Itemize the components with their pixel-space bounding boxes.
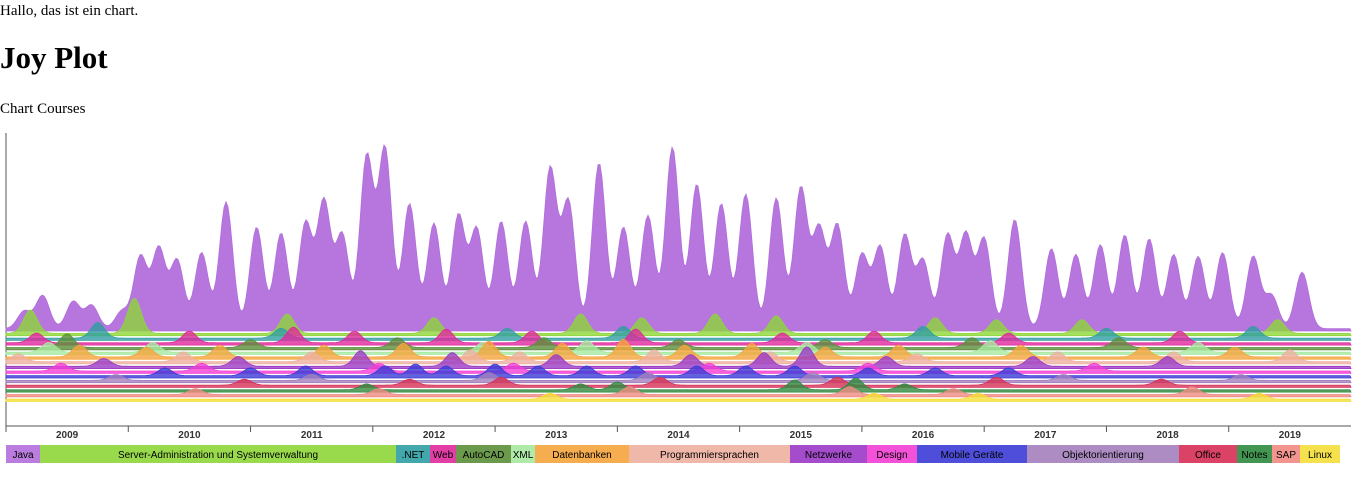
ridge-mobile-ger-te (5, 363, 1352, 379)
ridge-programmiersprachen (5, 349, 1352, 365)
legend-swatch (40, 445, 396, 463)
x-tick-label: 2019 (1279, 430, 1302, 441)
legend-label: Design (876, 450, 907, 461)
legend-label: Objektorientierung (1062, 450, 1144, 461)
legend-swatch (1237, 445, 1272, 463)
legend-item-mobile-ger-te[interactable]: Mobile Geräte (917, 445, 1027, 463)
legend-label: AutoCAD (463, 450, 505, 461)
ridge-datenbanken (5, 338, 1352, 360)
page-title: Joy Plot (0, 40, 108, 75)
legend-item-design[interactable]: Design (867, 445, 917, 463)
legend-swatch (790, 445, 867, 463)
legend-item-net[interactable]: .NET (396, 445, 430, 463)
legend-swatch (917, 445, 1027, 463)
legend-item-notes[interactable]: Notes (1237, 445, 1272, 463)
legend-item-xml[interactable]: XML (511, 445, 535, 463)
x-tick-label: 2010 (178, 430, 201, 441)
ridge-objektorientierung (5, 372, 1352, 384)
legend-swatch (1272, 445, 1300, 463)
ridge-netzwerke (5, 346, 1352, 369)
x-tick-label: 2017 (1034, 430, 1057, 441)
legend-label: Web (433, 450, 454, 461)
legend-swatch (6, 445, 40, 463)
legend-label: Linux (1308, 450, 1332, 461)
legend-swatch (430, 445, 456, 463)
x-tick-label: 2014 (667, 430, 690, 441)
x-tick-label: 2018 (1156, 430, 1179, 441)
ridge-linux (5, 392, 1352, 402)
legend-swatch (629, 445, 790, 463)
ridge-sap (5, 386, 1352, 398)
ridge-java (5, 144, 1352, 332)
legend-swatch (1027, 445, 1179, 463)
legend-item-autocad[interactable]: AutoCAD (456, 445, 511, 463)
legend-label: Java (12, 450, 34, 461)
x-tick-label: 2013 (545, 430, 568, 441)
x-tick-label: 2011 (301, 430, 323, 441)
x-axis: 2009 2010 2011 2012 2013 2014 2015 2016 2017 2018… (5, 425, 1351, 441)
legend-item-office[interactable]: Office (1179, 445, 1237, 463)
legend: Java Server-Administration und Systemverw… (6, 445, 1340, 463)
chart-subtitle: Chart Courses (0, 101, 86, 117)
legend-item-datenbanken[interactable]: Datenbanken (535, 445, 629, 463)
legend-label: Office (1195, 450, 1221, 461)
legend-item-objektorientierung[interactable]: Objektorientierung (1027, 445, 1179, 463)
ridge-notes (5, 377, 1352, 393)
legend-swatch (456, 445, 511, 463)
legend-label: Datenbanken (552, 450, 612, 461)
legend-label: SAP (1276, 450, 1296, 461)
legend-label: Notes (1241, 450, 1267, 461)
legend-label: Programmiersprachen (660, 450, 759, 461)
ridge-office (5, 376, 1352, 388)
legend-item-java[interactable]: Java (6, 445, 40, 463)
legend-label: XML (513, 450, 534, 461)
legend-swatch (511, 445, 535, 463)
legend-swatch (1300, 445, 1340, 463)
joy-plot-chart: 2009 2010 2011 2012 2013 2014 2015 2016 2017 2018… (5, 133, 1352, 463)
legend-item-linux[interactable]: Linux (1300, 445, 1340, 463)
intro-text: Hallo, das ist ein chart. (0, 3, 139, 19)
ridge-areas (5, 144, 1352, 402)
legend-swatch (1179, 445, 1237, 463)
legend-item-web[interactable]: Web (430, 445, 456, 463)
legend-label: Netzwerke (805, 450, 853, 461)
legend-item-sap[interactable]: SAP (1272, 445, 1300, 463)
legend-item-programmiersprachen[interactable]: Programmiersprachen (629, 445, 790, 463)
ridge-net (5, 322, 1352, 341)
ridge-autocad (5, 333, 1352, 351)
legend-item-server-administration-und-systemverwaltung[interactable]: Server-Administration und Systemverwaltu… (40, 445, 396, 463)
legend-label: Mobile Geräte (941, 450, 1004, 461)
ridge-design (5, 362, 1352, 374)
legend-item-netzwerke[interactable]: Netzwerke (790, 445, 867, 463)
legend-swatch (535, 445, 629, 463)
x-tick-label: 2015 (790, 430, 813, 441)
legend-swatch (396, 445, 430, 463)
legend-label: .NET (402, 450, 425, 461)
legend-swatch (867, 445, 917, 463)
x-tick-label: 2009 (56, 430, 79, 441)
ridge-server-administration-und-systemverwaltung (5, 297, 1352, 337)
x-tick-label: 2016 (912, 430, 935, 441)
legend-label: Server-Administration und Systemverwaltu… (118, 450, 318, 461)
x-tick-label: 2012 (423, 430, 446, 441)
